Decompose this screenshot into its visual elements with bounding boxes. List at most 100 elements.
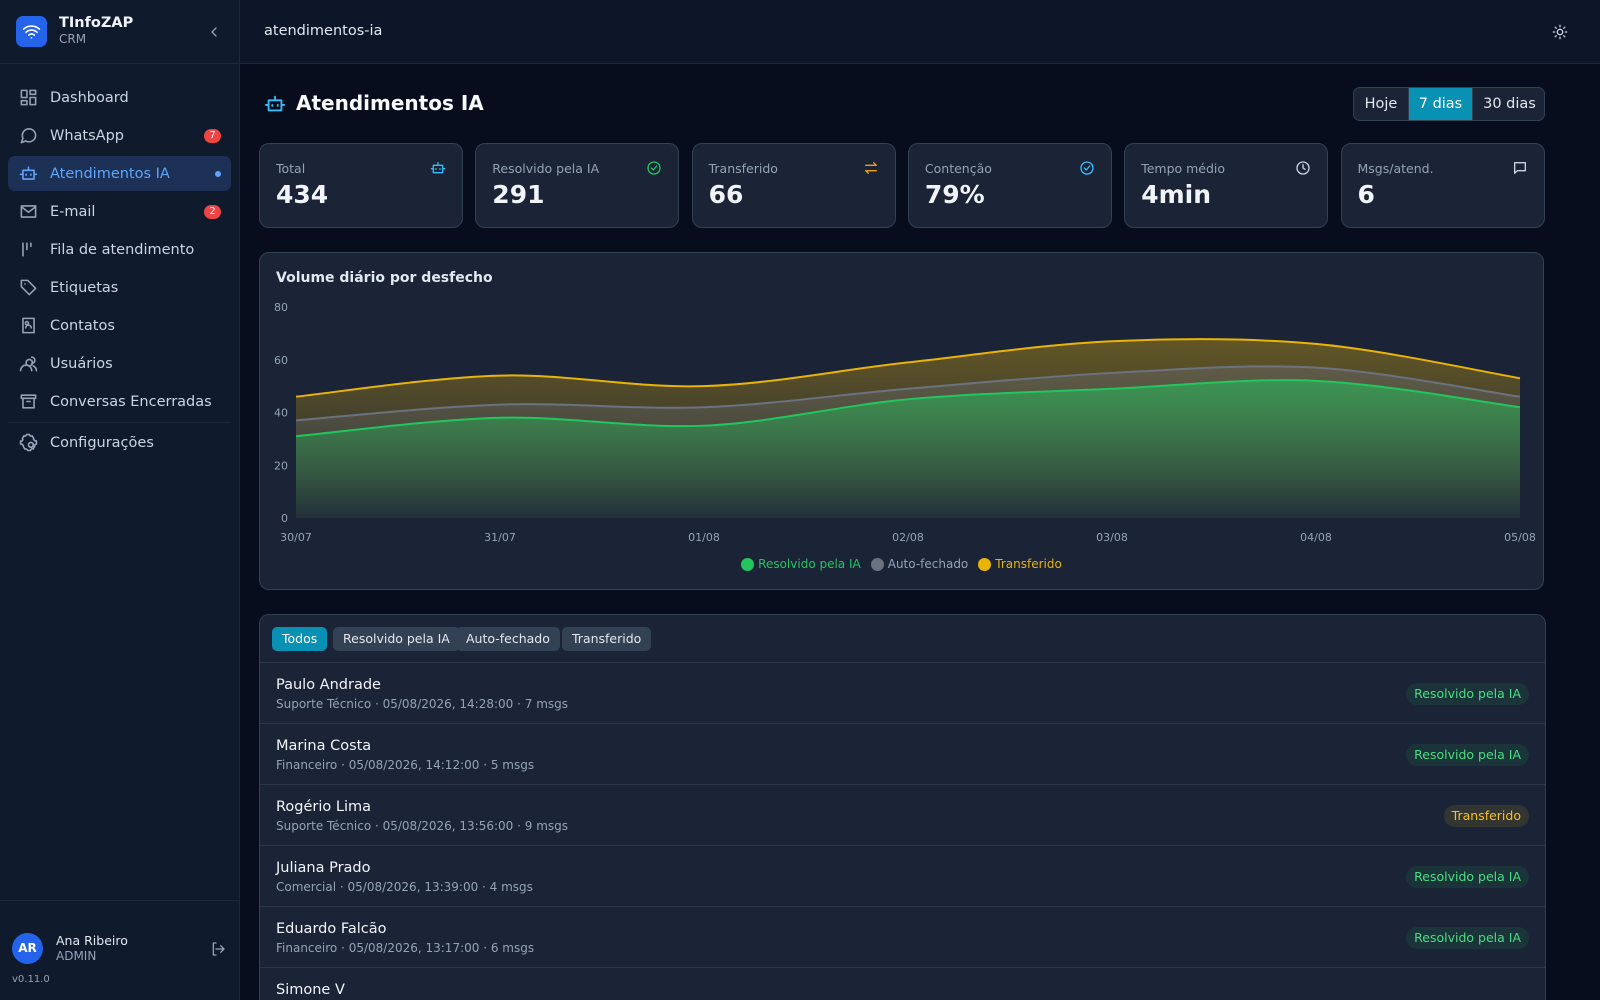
filter-button[interactable]: Todos bbox=[272, 627, 328, 651]
chart: 0 20 40 60 80 30/07 31/07 01/08 02/08 03/08 04/08 0… bbox=[274, 301, 1536, 544]
icon bbox=[22, 25, 41, 39]
page-title: Atendimentos IA bbox=[296, 91, 484, 115]
kpi-label: Total bbox=[276, 161, 306, 176]
legend-item[interactable]: Resolvido pela IA bbox=[741, 557, 861, 571]
nav-item[interactable]: Atendimentos IA bbox=[8, 156, 231, 191]
y-tick-label: 40 bbox=[274, 407, 288, 420]
x-tick-label: 02/08 bbox=[892, 531, 924, 544]
kpi-value: 434 bbox=[276, 180, 329, 209]
list-row[interactable]: Eduardo Falcão Financeiro · 05/08/2026, 1… bbox=[260, 906, 1545, 966]
x-tick-label: 30/07 bbox=[280, 531, 312, 544]
kpi-label: Transferido bbox=[708, 161, 778, 176]
icon bbox=[1080, 161, 1094, 175]
kpi-card: Contenção 79% bbox=[907, 143, 1112, 228]
icon bbox=[1513, 162, 1526, 174]
legend-swatch bbox=[741, 557, 755, 571]
sidebar: TInfoZAP CRM Dashboard WhatsApp 7 Atendimento… bbox=[0, 0, 240, 1000]
legend-label: Auto-fechado bbox=[887, 557, 969, 571]
user-name: Ana Ribeiro bbox=[56, 933, 128, 948]
nav-label: Conversas Encerradas bbox=[50, 393, 212, 410]
nav-label: Configurações bbox=[50, 434, 154, 451]
divider bbox=[0, 900, 240, 901]
nav-item[interactable]: Usuários bbox=[8, 346, 231, 381]
nav-item[interactable]: Etiquetas bbox=[8, 270, 231, 305]
row-name: Eduardo Falcão bbox=[276, 921, 387, 937]
nav-label: Atendimentos IA bbox=[50, 165, 170, 182]
range-selector: Hoje 7 dias 30 dias bbox=[1353, 87, 1545, 121]
kpi-label: Tempo médio bbox=[1141, 161, 1226, 176]
collapse-button[interactable] bbox=[206, 24, 222, 40]
chart-title: Volume diário por desfecho bbox=[276, 270, 493, 286]
y-tick-label: 0 bbox=[281, 512, 288, 525]
legend-swatch bbox=[978, 557, 992, 571]
brand-sub: CRM bbox=[59, 32, 87, 46]
list-row[interactable]: Simone V bbox=[260, 967, 1545, 1000]
nav-item[interactable]: Fila de atendimento bbox=[8, 232, 231, 267]
row-name: Marina Costa bbox=[276, 738, 372, 754]
icon bbox=[19, 433, 38, 452]
icon bbox=[20, 205, 37, 218]
nav-item[interactable]: Dashboard bbox=[8, 80, 231, 115]
nav-badge: 2 bbox=[204, 205, 221, 219]
legend-swatch bbox=[870, 557, 884, 571]
x-tick-label: 31/07 bbox=[484, 531, 516, 544]
nav-item[interactable]: WhatsApp 7 bbox=[8, 118, 231, 153]
legend-item[interactable]: Auto-fechado bbox=[870, 557, 969, 571]
row-meta: Suporte Técnico · 05/08/2026, 13:56:00 ·… bbox=[276, 819, 569, 833]
nav-label: Fila de atendimento bbox=[50, 241, 195, 258]
icon bbox=[19, 166, 38, 180]
y-tick-label: 60 bbox=[274, 354, 288, 367]
nav-item[interactable]: E-mail 2 bbox=[8, 194, 231, 229]
divider bbox=[8, 422, 231, 423]
kpi-value: 6 bbox=[1357, 180, 1375, 209]
row-name: Juliana Prado bbox=[276, 860, 371, 876]
status-pill: Resolvido pela IA bbox=[1406, 683, 1529, 705]
nav-item[interactable]: Conversas Encerradas bbox=[8, 384, 231, 419]
row-meta: Comercial · 05/08/2026, 13:39:00 · 4 msg… bbox=[276, 880, 533, 894]
range-button[interactable]: 30 dias bbox=[1472, 88, 1544, 120]
kpi-card: Msgs/atend. 6 bbox=[1340, 143, 1545, 228]
icon bbox=[212, 942, 225, 956]
filter-button[interactable]: Auto-fechado bbox=[456, 627, 560, 651]
nav-item[interactable]: Contatos bbox=[8, 308, 231, 343]
filter-button[interactable]: Transferido bbox=[562, 627, 652, 651]
main: Atendimentos IA Hoje 7 dias 30 dias Total 434… bbox=[240, 64, 1600, 1000]
logo bbox=[16, 16, 47, 47]
nav-badge: 7 bbox=[204, 129, 221, 143]
legend-item[interactable]: Transferido bbox=[978, 557, 1062, 571]
active-dot bbox=[215, 171, 221, 177]
row-name: Simone V bbox=[276, 982, 345, 998]
list-row[interactable]: Rogério Lima Suporte Técnico · 05/08/2026… bbox=[260, 784, 1545, 844]
icon bbox=[864, 162, 877, 174]
nav-label: Etiquetas bbox=[50, 279, 119, 296]
range-button[interactable]: 7 dias bbox=[1408, 88, 1472, 120]
icon bbox=[20, 394, 37, 409]
kpi-card: Total 434 bbox=[259, 143, 463, 228]
kpi-value: 291 bbox=[492, 180, 545, 209]
range-button[interactable]: Hoje bbox=[1364, 96, 1398, 112]
user-role: ADMIN bbox=[56, 949, 97, 963]
theme-toggle[interactable] bbox=[1552, 24, 1568, 40]
kpi-label: Msgs/atend. bbox=[1357, 161, 1434, 176]
icon bbox=[1296, 161, 1310, 175]
breadcrumb: atendimentos-ia bbox=[264, 23, 383, 39]
logout-button[interactable] bbox=[210, 941, 226, 957]
filter-button[interactable]: Resolvido pela IA bbox=[333, 627, 460, 651]
kpi-value: 4min bbox=[1141, 180, 1211, 209]
nav-item[interactable]: Configurações bbox=[8, 425, 231, 460]
list-row[interactable]: Paulo Andrade Suporte Técnico · 05/08/202… bbox=[260, 662, 1545, 722]
row-meta: Suporte Técnico · 05/08/2026, 14:28:00 ·… bbox=[276, 697, 569, 711]
x-tick-label: 01/08 bbox=[688, 531, 720, 544]
icon bbox=[20, 89, 37, 106]
divider bbox=[0, 63, 240, 64]
list-row[interactable]: Juliana Prado Comercial · 05/08/2026, 13:… bbox=[260, 845, 1545, 905]
series-line bbox=[295, 379, 1521, 438]
nav-label: WhatsApp bbox=[50, 127, 124, 144]
avatar: AR bbox=[12, 933, 43, 964]
area-fill bbox=[296, 380, 1520, 518]
icon bbox=[1552, 24, 1568, 40]
x-tick-label: 04/08 bbox=[1300, 531, 1332, 544]
legend-label: Transferido bbox=[995, 557, 1062, 571]
list-row[interactable]: Marina Costa Financeiro · 05/08/2026, 14:… bbox=[260, 723, 1545, 783]
